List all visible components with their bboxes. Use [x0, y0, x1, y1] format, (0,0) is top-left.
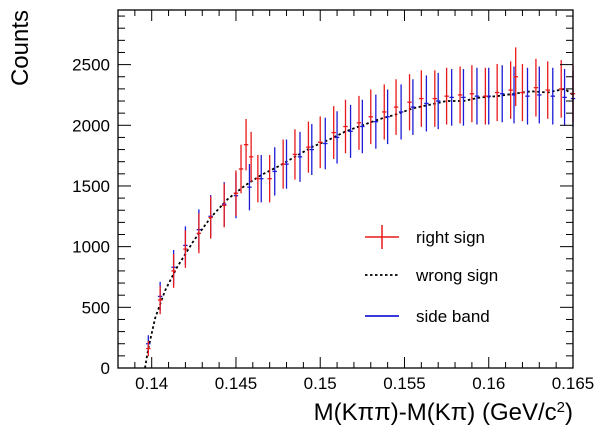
side-band-point: [334, 111, 340, 164]
right-sign-point: [356, 95, 362, 150]
legend-item-right-sign: right sign: [365, 225, 485, 249]
side-band-point: [461, 69, 466, 126]
side-band-point: [323, 117, 328, 170]
x-tick-label: 0.16: [472, 374, 505, 393]
side-band-point: [424, 75, 429, 132]
side-band-point: [247, 164, 252, 211]
x-tick-label: 0.14: [135, 374, 168, 393]
right-sign-point: [208, 196, 213, 239]
right-sign-point: [255, 154, 261, 203]
y-axis-ticks: 0 500 1000 1500 2000 2500: [72, 15, 573, 378]
side-band-point: [474, 67, 480, 125]
legend: right sign wrong sign side band: [365, 225, 498, 326]
right-sign-point: [306, 121, 311, 173]
right-sign-point: [267, 154, 272, 203]
side-band-point: [297, 131, 303, 182]
right-sign-point: [343, 99, 348, 154]
right-sign-point: [368, 89, 373, 145]
legend-item-wrong-sign: wrong sign: [365, 266, 498, 285]
side-band-point: [537, 66, 542, 124]
right-sign-point: [233, 170, 239, 217]
right-sign-point: [533, 58, 539, 117]
right-sign-point: [238, 144, 244, 194]
right-sign-point: [483, 67, 488, 125]
y-tick-label: 1000: [72, 238, 110, 257]
side-band-point: [449, 69, 454, 126]
right-sign-point: [382, 84, 387, 140]
right-sign-point: [183, 230, 188, 268]
right-sign-point: [146, 340, 151, 357]
series-right-sign: [146, 47, 576, 357]
side-band-point: [272, 147, 277, 196]
legend-label-wrong-sign: wrong sign: [415, 266, 498, 285]
y-tick-label: 1500: [72, 177, 110, 196]
side-band-point: [309, 124, 314, 176]
y-tick-label: 2500: [72, 56, 110, 75]
right-sign-point: [221, 183, 227, 228]
x-axis-title: M(Kππ)-M(Kπ) (GeV/c2): [314, 399, 573, 427]
right-sign-point: [419, 70, 424, 127]
right-sign-point: [457, 66, 463, 124]
x-tick-label: 0.155: [383, 374, 426, 393]
right-sign-point: [520, 63, 525, 122]
x-axis-ticks: 0.14 0.145 0.15 0.155 0.16 0.165: [117, 10, 595, 393]
right-sign-point: [196, 213, 202, 254]
legend-item-side-band: side band: [365, 307, 490, 326]
right-sign-point: [513, 47, 518, 107]
right-sign-point: [469, 65, 475, 123]
y-tick-label: 2000: [72, 116, 110, 135]
x-axis-title-main: M(Kππ)-M(Kπ) (GeV/c: [314, 399, 557, 426]
y-tick-label: 0: [101, 359, 110, 378]
x-tick-label: 0.145: [215, 374, 258, 393]
side-band-point: [385, 89, 390, 145]
side-band-point: [435, 72, 441, 130]
right-sign-point: [318, 116, 323, 169]
x-tick-label: 0.15: [304, 374, 337, 393]
side-band-point: [373, 94, 379, 149]
side-band-point: [562, 69, 567, 126]
right-sign-point: [508, 61, 513, 119]
right-sign-point: [494, 63, 500, 122]
x-axis-title-superscript: 2: [557, 399, 565, 416]
right-sign-point: [157, 285, 163, 315]
right-sign-point: [407, 74, 412, 131]
side-band-point: [398, 84, 404, 140]
x-tick-label: 0.165: [552, 374, 595, 393]
right-sign-point: [432, 70, 438, 127]
side-band-point: [550, 67, 555, 125]
right-sign-point: [331, 106, 336, 159]
right-sign-point: [393, 79, 399, 135]
side-band-point: [525, 67, 530, 125]
plot-frame: [117, 9, 574, 369]
right-sign-point: [171, 253, 176, 288]
right-sign-point: [559, 60, 564, 118]
right-sign-point: [248, 131, 254, 182]
y-tick-label: 500: [82, 298, 110, 317]
right-sign-point: [243, 118, 249, 171]
side-band-point: [360, 99, 365, 154]
side-band-point: [348, 104, 353, 158]
side-band-point: [410, 79, 416, 135]
right-sign-point: [280, 139, 286, 189]
right-sign-point: [444, 67, 449, 125]
right-sign-point: [292, 129, 298, 180]
legend-label-right-sign: right sign: [416, 228, 485, 247]
legend-label-side-band: side band: [416, 307, 490, 326]
side-band-point: [500, 65, 505, 123]
right-sign-point: [545, 61, 550, 119]
x-axis-title-end: ): [565, 399, 573, 426]
y-axis-title: Counts: [7, 10, 34, 86]
plot-content: [144, 47, 576, 369]
